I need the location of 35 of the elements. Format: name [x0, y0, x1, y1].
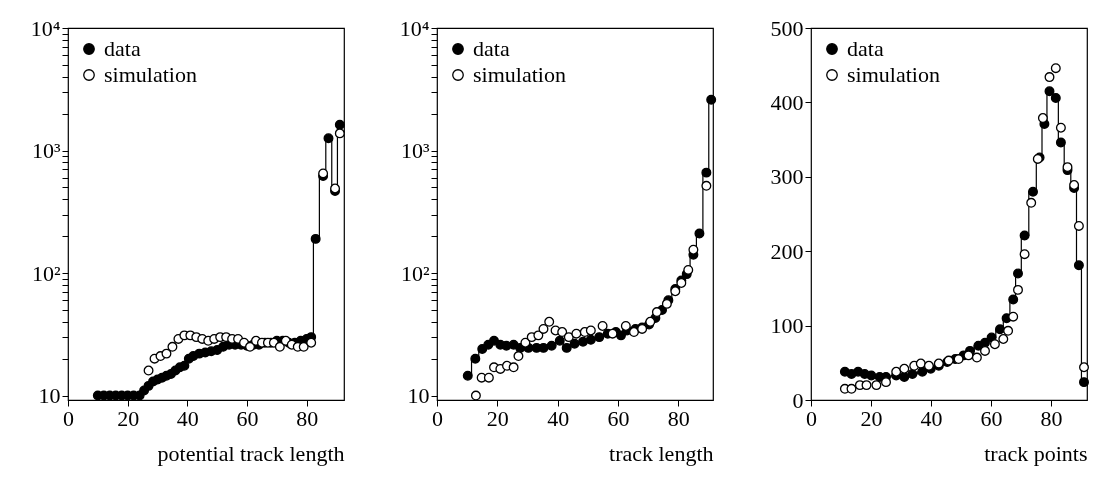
y-tick-label: 10 [38, 383, 61, 409]
y-tick-label: 10² [31, 260, 61, 286]
x-tick-label: 40 [547, 405, 570, 431]
x-tick-label: 40 [176, 405, 199, 431]
y-tick-label: 400 [770, 89, 804, 115]
y-tick-label: 10⁴ [30, 15, 61, 41]
y-tick-label: 10⁴ [399, 15, 430, 41]
legend-label: data [104, 36, 141, 61]
x-tick-label: 60 [236, 405, 259, 431]
x-tick-label: 80 [296, 405, 319, 431]
x-tick-label: 60 [607, 405, 630, 431]
legend-label: simulation [104, 62, 197, 87]
y-tick-label: 10 [407, 383, 430, 409]
x-tick-label: 80 [1040, 405, 1063, 431]
y-tick-label: 500 [770, 15, 804, 41]
y-tick-label: 300 [770, 164, 804, 190]
x-axis-title: potential track length [157, 440, 345, 466]
x-axis-title: track points [984, 440, 1088, 466]
x-axis-title: track length [609, 440, 714, 466]
legend-label: data [847, 36, 884, 61]
x-tick-label: 60 [980, 405, 1003, 431]
y-tick-label: 0 [792, 387, 804, 413]
x-tick-label: 20 [486, 405, 509, 431]
x-tick-label: 20 [117, 405, 140, 431]
x-tick-label: 80 [667, 405, 690, 431]
y-tick-label: 10³ [31, 138, 61, 164]
y-tick-label: 100 [770, 313, 804, 339]
x-tick-label: 40 [920, 405, 943, 431]
y-tick-label: 10³ [400, 138, 430, 164]
y-tick-label: 10² [400, 260, 430, 286]
y-tick-label: 200 [770, 238, 804, 264]
legend-label: data [473, 36, 510, 61]
x-tick-label: 20 [860, 405, 883, 431]
legend-label: simulation [847, 62, 940, 87]
legend-label: simulation [473, 62, 566, 87]
